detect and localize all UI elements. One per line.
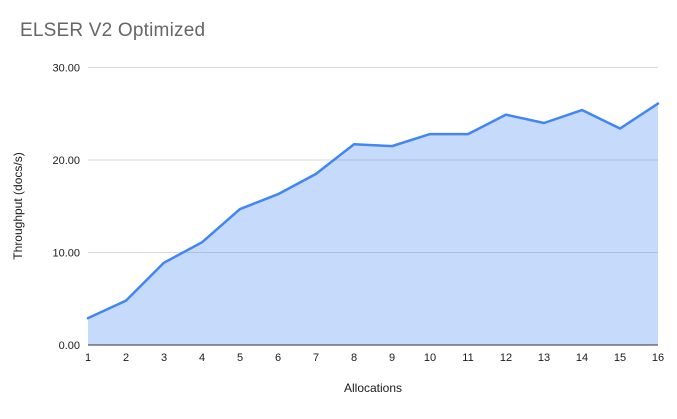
svg-text:3: 3	[161, 352, 167, 364]
svg-text:9: 9	[389, 352, 395, 364]
svg-text:15: 15	[614, 352, 626, 364]
svg-text:13: 13	[538, 352, 550, 364]
svg-text:10: 10	[424, 352, 436, 364]
svg-text:5: 5	[237, 352, 243, 364]
svg-text:12: 12	[500, 352, 512, 364]
svg-text:6: 6	[275, 352, 281, 364]
svg-text:14: 14	[576, 352, 588, 364]
svg-text:30.00: 30.00	[52, 63, 80, 75]
y-axis-title: Throughput (docs/s)	[11, 152, 25, 259]
svg-text:1: 1	[85, 352, 91, 364]
svg-text:20.00: 20.00	[52, 155, 80, 167]
area-fill	[88, 103, 658, 345]
svg-text:7: 7	[313, 352, 319, 364]
y-tick-labels: 0.00 10.00 20.00 30.00	[52, 63, 80, 353]
svg-text:10.00: 10.00	[52, 248, 80, 260]
svg-text:2: 2	[123, 352, 129, 364]
x-axis-title: Allocations	[344, 381, 402, 395]
chart-title: ELSER V2 Optimized	[20, 20, 206, 41]
svg-text:4: 4	[199, 352, 205, 364]
series-line	[86, 102, 660, 320]
svg-text:16: 16	[652, 352, 664, 364]
svg-text:8: 8	[351, 352, 357, 364]
svg-text:11: 11	[462, 352, 473, 364]
x-tick-labels: 1 2 3 4 5 6 7 8 9 10 11 12 13 14 15 16	[85, 352, 664, 364]
svg-text:0.00: 0.00	[59, 340, 80, 352]
